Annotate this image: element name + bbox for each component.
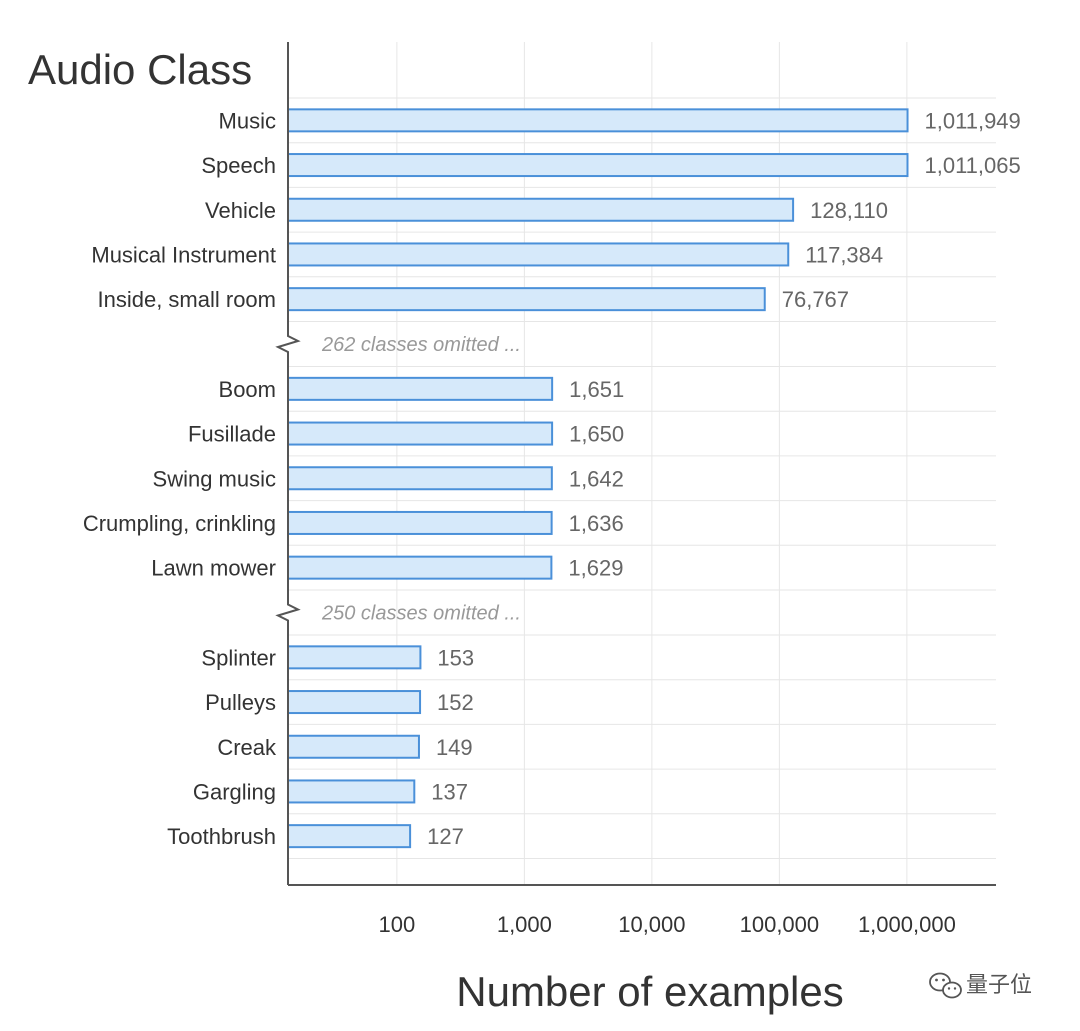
data-label: 1,011,065 bbox=[924, 153, 1020, 178]
data-label: 1,011,949 bbox=[925, 108, 1021, 133]
category-label: Speech bbox=[201, 153, 276, 178]
category-label: Swing music bbox=[153, 466, 276, 491]
data-label: 76,767 bbox=[782, 287, 849, 312]
bar bbox=[287, 421, 554, 446]
x-tick-label: 10,000 bbox=[618, 912, 685, 937]
bar bbox=[287, 242, 790, 267]
category-label: Music bbox=[219, 108, 276, 133]
bar bbox=[287, 153, 909, 178]
bar bbox=[287, 108, 909, 133]
data-label: 1,651 bbox=[569, 377, 624, 402]
axes bbox=[275, 42, 996, 886]
axis-break-icon bbox=[275, 598, 301, 627]
data-label: 127 bbox=[427, 824, 464, 849]
category-label: Pulleys bbox=[205, 690, 276, 715]
watermark: 量子位 bbox=[929, 972, 1032, 999]
bar bbox=[287, 287, 766, 312]
category-label: Gargling bbox=[193, 779, 276, 804]
bar bbox=[287, 734, 420, 759]
data-label: 137 bbox=[431, 779, 468, 804]
x-tick-label: 100,000 bbox=[740, 912, 820, 937]
bar bbox=[287, 376, 554, 401]
data-label: 1,642 bbox=[569, 466, 624, 491]
labels: Music 1,011,949 Speech 1,011,065 Vehicle 128,… bbox=[83, 108, 1021, 937]
wechat-icon bbox=[929, 972, 962, 999]
data-label: 153 bbox=[437, 645, 474, 670]
category-label: Creak bbox=[217, 735, 277, 760]
bar bbox=[287, 690, 422, 715]
category-label: Splinter bbox=[201, 645, 276, 670]
data-label: 128,110 bbox=[810, 198, 888, 223]
data-label: 1,629 bbox=[568, 556, 623, 581]
bar bbox=[287, 779, 416, 804]
omitted-note: 262 classes omitted ... bbox=[321, 334, 521, 356]
category-label: Boom bbox=[219, 377, 276, 402]
x-axis-title: Number of examples bbox=[456, 968, 844, 1015]
bars bbox=[287, 108, 909, 849]
data-label: 1,650 bbox=[569, 422, 624, 447]
category-label: Fusillade bbox=[188, 422, 276, 447]
data-label: 149 bbox=[436, 735, 473, 760]
omitted-note: 250 classes omitted ... bbox=[321, 603, 521, 625]
data-label: 152 bbox=[437, 690, 474, 715]
data-label: 117,384 bbox=[805, 242, 883, 267]
bar bbox=[287, 197, 795, 222]
bar bbox=[287, 824, 412, 849]
watermark-text: 量子位 bbox=[966, 973, 1032, 998]
category-label: Crumpling, crinkling bbox=[83, 511, 276, 536]
bar bbox=[287, 466, 553, 491]
x-tick-label: 1,000 bbox=[497, 912, 552, 937]
grid-lines bbox=[288, 42, 996, 885]
bar bbox=[287, 510, 553, 535]
category-label: Musical Instrument bbox=[91, 242, 276, 267]
data-label: 1,636 bbox=[569, 511, 624, 536]
category-label: Vehicle bbox=[205, 198, 276, 223]
category-label: Toothbrush bbox=[167, 824, 276, 849]
y-axis-title: Audio Class bbox=[28, 46, 252, 93]
category-label: Inside, small room bbox=[97, 287, 276, 312]
x-tick-label: 1,000,000 bbox=[858, 912, 956, 937]
category-label: Lawn mower bbox=[151, 556, 276, 581]
axis-break-icon bbox=[275, 330, 301, 358]
bar bbox=[287, 645, 422, 670]
bar bbox=[287, 555, 553, 580]
x-tick-label: 100 bbox=[379, 912, 416, 937]
